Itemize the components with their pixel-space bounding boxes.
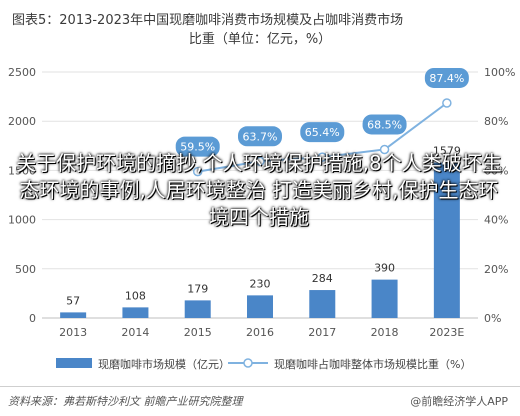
line-data-label: 59.5% [180,141,215,154]
y-right-tick-label: 40% [484,214,508,227]
line-data-label-bubble [362,114,407,135]
line-data-label-bubble [300,122,345,143]
x-tick-label: 2014 [121,326,149,339]
y-right-tick-label: 60% [484,164,508,177]
bar [433,162,460,318]
source-note: 资料来源：弗若斯特沙利文 前瞻产业研究院整理 [8,395,243,408]
legend-line-marker [243,358,253,368]
x-tick-label: 2018 [371,326,399,339]
line-data-label: 87.4% [429,72,464,85]
y-left-tick-label: 2000 [8,115,36,128]
line-point [379,144,390,155]
y-left-tick-label: 500 [15,263,36,276]
bar [247,295,273,318]
line-point [255,156,265,167]
y-left-tick-label: 0 [29,312,36,325]
y-right-tick-label: 100% [484,66,515,79]
bar-data-label: 179 [187,282,208,295]
bar-data-label: 390 [374,262,395,275]
bar-data-label: 284 [312,272,333,285]
chart-subtitle: 比重（单位：亿元，%） [188,32,332,47]
brand-label: @前瞻经济学人APP [410,395,508,408]
line-data-label: 65.4% [305,126,340,139]
chart-title-area: 图表5：2013-2023年中国现磨咖啡消费市场规模及占咖啡消费市场 比重（单位… [0,0,520,50]
line-data-label-bubble [175,136,220,157]
y-right-tick-label: 80% [484,115,508,128]
bar [371,279,398,318]
bar [122,307,149,318]
line-data-label: 63.7% [243,130,278,143]
bar [60,312,87,318]
line-point [317,152,328,162]
x-tick-label: 2016 [246,326,274,339]
bar [184,300,211,318]
x-tick-label: 2015 [184,326,212,339]
chart-canvas: 0 500 1000 1500 2000 2500 0% 20% 40% 60% 80% 100% 57… [8,66,515,371]
chart-title: 图表5：2013-2023年中国现磨咖啡消费市场规模及占咖啡消费市场 [12,13,404,28]
y-left-tick-label: 1500 [8,164,36,177]
y-right-tick-label: 0% [484,312,501,325]
line-data-label-bubble [238,126,282,147]
y-left-tick-label: 2500 [8,66,36,79]
watermark-overlay-text: 关于保护环境的摘抄,个人环境保护措施,8个人类破坏生态环境的事例,人居环境整治 … [16,151,502,229]
line-data-label: 68.5% [367,118,402,131]
legend-bar-swatch [56,358,92,368]
legend-line-label: 现磨咖啡占咖啡整体市场规模比重（%） [274,357,471,371]
bar-data-label: 1579 [433,145,461,158]
bar [309,290,336,318]
x-tick-label: 2023E [429,326,464,339]
bar-data-label: 57 [66,294,80,307]
y-left-tick-label: 1000 [8,214,36,227]
line-data-label-bubble [424,67,469,88]
bar-data-label: 230 [250,277,271,290]
footer-divider [0,386,520,387]
y-right-tick-label: 20% [484,263,508,276]
line-point [192,166,203,177]
bar-data-label: 108 [125,289,146,302]
line-point [442,98,452,108]
legend-bar-label: 现磨咖啡市场规模（亿元） [98,357,230,371]
x-tick-label: 2017 [308,326,336,339]
x-tick-label: 2013 [59,326,87,339]
